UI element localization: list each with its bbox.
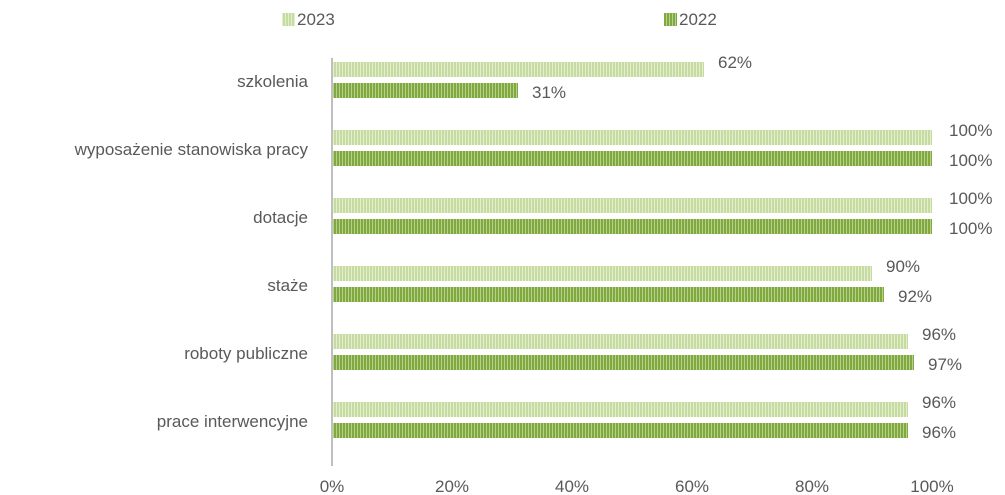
x-tick-label: 100% [910, 477, 953, 495]
legend-swatch-2022 [664, 13, 677, 26]
data-label-2023: 100% [949, 189, 992, 208]
category-label: prace interwencyjne [157, 412, 308, 431]
data-label-2022: 31% [532, 83, 566, 102]
bar-2023 [333, 334, 908, 349]
data-label-2022: 97% [928, 355, 962, 374]
bar-2023 [333, 130, 932, 145]
category-label: szkolenia [237, 72, 308, 91]
bar-2022 [333, 151, 932, 166]
bar-2022 [333, 287, 884, 302]
bar-2022 [333, 423, 908, 438]
x-axis-ticks: 0% 20% 40% 60% 80% 100% [320, 477, 954, 495]
x-tick-label: 80% [795, 477, 829, 495]
data-label-2022: 96% [922, 423, 956, 442]
category-label: roboty publiczne [184, 344, 308, 363]
bar-2023 [333, 198, 932, 213]
bars: 62% 31% 100% 100% 100% 100% 90% 92% 96% 97% 96% 96% [333, 53, 992, 442]
data-label-2023: 100% [949, 121, 992, 140]
x-tick-label: 40% [555, 477, 589, 495]
bar-2022 [333, 83, 518, 98]
x-tick-label: 20% [435, 477, 469, 495]
data-label-2023: 96% [922, 393, 956, 412]
category-labels: szkolenia wyposażenie stanowiska pracy dot… [74, 72, 309, 431]
legend-label-2022: 2022 [679, 10, 717, 29]
legend-label-2023: 2023 [297, 10, 335, 29]
bar-2022 [333, 219, 932, 234]
legend-swatch-2023 [282, 13, 295, 26]
data-label-2022: 100% [949, 219, 992, 238]
category-label: wyposażenie stanowiska pracy [74, 140, 309, 159]
data-label-2023: 90% [886, 257, 920, 276]
bar-2023 [333, 402, 908, 417]
data-label-2023: 96% [922, 325, 956, 344]
category-label: dotacje [253, 208, 308, 227]
legend: 2023 2022 [282, 10, 717, 29]
data-label-2023: 62% [718, 53, 752, 72]
x-tick-label: 0% [320, 477, 345, 495]
data-label-2022: 100% [949, 151, 992, 170]
x-tick-label: 60% [675, 477, 709, 495]
bar-2023 [333, 266, 872, 281]
bar-2022 [333, 355, 914, 370]
data-label-2022: 92% [898, 287, 932, 306]
bar-2023 [333, 62, 704, 77]
category-label: staże [267, 276, 308, 295]
